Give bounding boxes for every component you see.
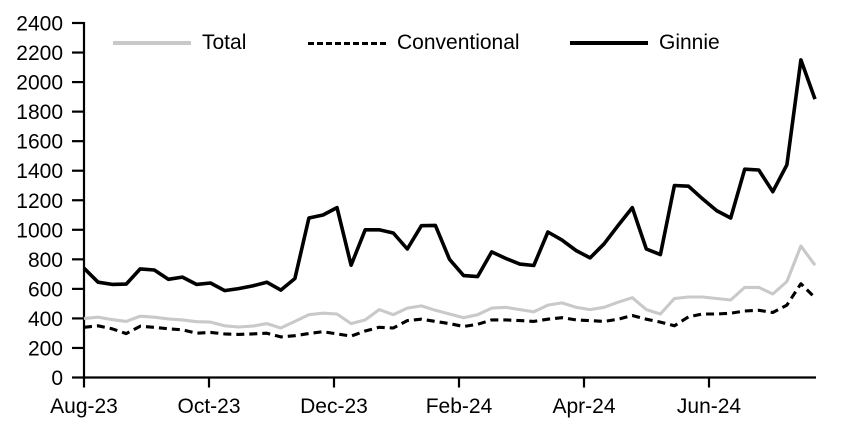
legend-label-total: Total	[202, 31, 247, 54]
y-tick-label: 800	[28, 249, 63, 272]
series-line-conventional	[83, 282, 817, 339]
total-line-sample-icon	[113, 41, 191, 45]
y-tick-label: 1200	[16, 190, 63, 213]
legend-label-conventional: Conventional	[397, 31, 520, 54]
x-tick-label: Apr-24	[552, 395, 615, 418]
series-line-total	[83, 244, 817, 330]
conventional-line-sample-icon	[308, 41, 386, 45]
y-tick-label: 1800	[16, 101, 63, 124]
legend: Total Conventional Ginnie	[0, 0, 852, 60]
legend-item-ginnie: Ginnie	[570, 30, 720, 56]
y-tick-label: 400	[28, 308, 63, 331]
legend-label-ginnie: Ginnie	[659, 31, 720, 54]
y-tick-label: 600	[28, 278, 63, 301]
y-tick-label: 2000	[16, 72, 63, 95]
x-tick-label: Feb-24	[426, 395, 493, 418]
y-tick-label: 0	[51, 367, 63, 390]
legend-item-total: Total	[113, 30, 246, 56]
x-tick-label: Jun-24	[677, 395, 742, 418]
x-tick-label: Aug-23	[50, 395, 118, 418]
x-tick-label: Dec-23	[300, 395, 368, 418]
x-tick-labels: Aug-23 Oct-23 Dec-23 Feb-24 Apr-24 Jun-24	[50, 395, 741, 418]
axes	[72, 21, 816, 388]
series-line-ginnie	[82, 58, 817, 293]
y-tick-label: 200	[28, 337, 63, 360]
y-tick-labels: 0 200 400 600 800 1000 1200 1400 1600 1800 2000 220…	[16, 13, 63, 391]
y-tick-label: 1000	[16, 219, 63, 242]
x-tick-label: Oct-23	[177, 395, 240, 418]
y-tick-label: 2400	[16, 13, 63, 36]
legend-item-conventional: Conventional	[308, 30, 520, 56]
ginnie-line-sample-icon	[570, 41, 648, 45]
y-tick-label: 1600	[16, 131, 63, 154]
y-tick-label: 1400	[16, 160, 63, 183]
y-tick-label: 2200	[16, 42, 63, 65]
